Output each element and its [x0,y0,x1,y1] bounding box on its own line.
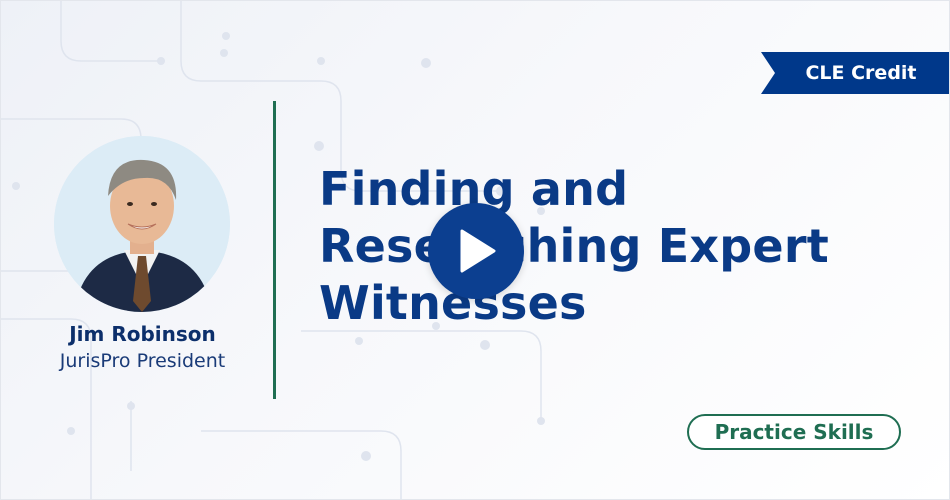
practice-skills-tag: Practice Skills [687,414,901,450]
play-icon [460,229,496,273]
course-title-line: Researching Expert [319,219,829,273]
course-title-line: Finding and [319,162,629,216]
speaker-avatar [54,136,230,312]
speaker-name: Jim Robinson [69,322,216,346]
cle-credit-badge: CLE Credit [761,52,949,94]
speaker-photo [54,136,230,312]
course-title: Finding and Researching Expert Witnesses [319,161,879,332]
vertical-divider [273,101,276,399]
course-title-line: Witnesses [319,276,587,330]
play-button[interactable] [428,203,524,299]
speaker-role: JurisPro President [59,350,226,372]
